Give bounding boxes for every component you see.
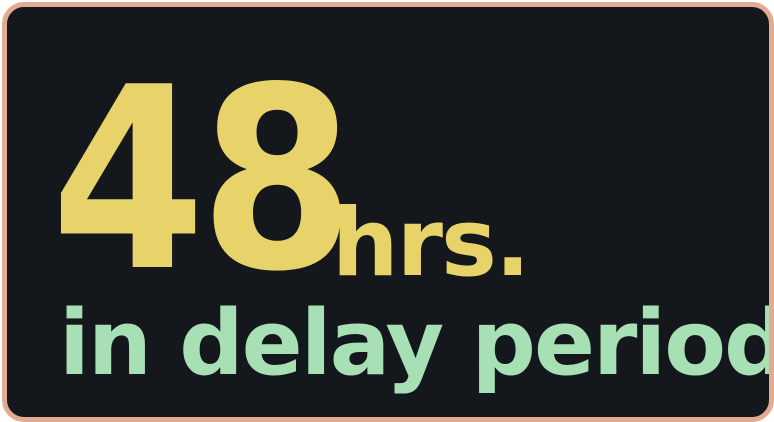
delay-period-label: in delay period — [59, 291, 774, 396]
duration-row: 48 hrs. — [51, 34, 531, 327]
duration-number: 48 — [51, 34, 354, 327]
duration-unit: hrs. — [331, 189, 531, 298]
